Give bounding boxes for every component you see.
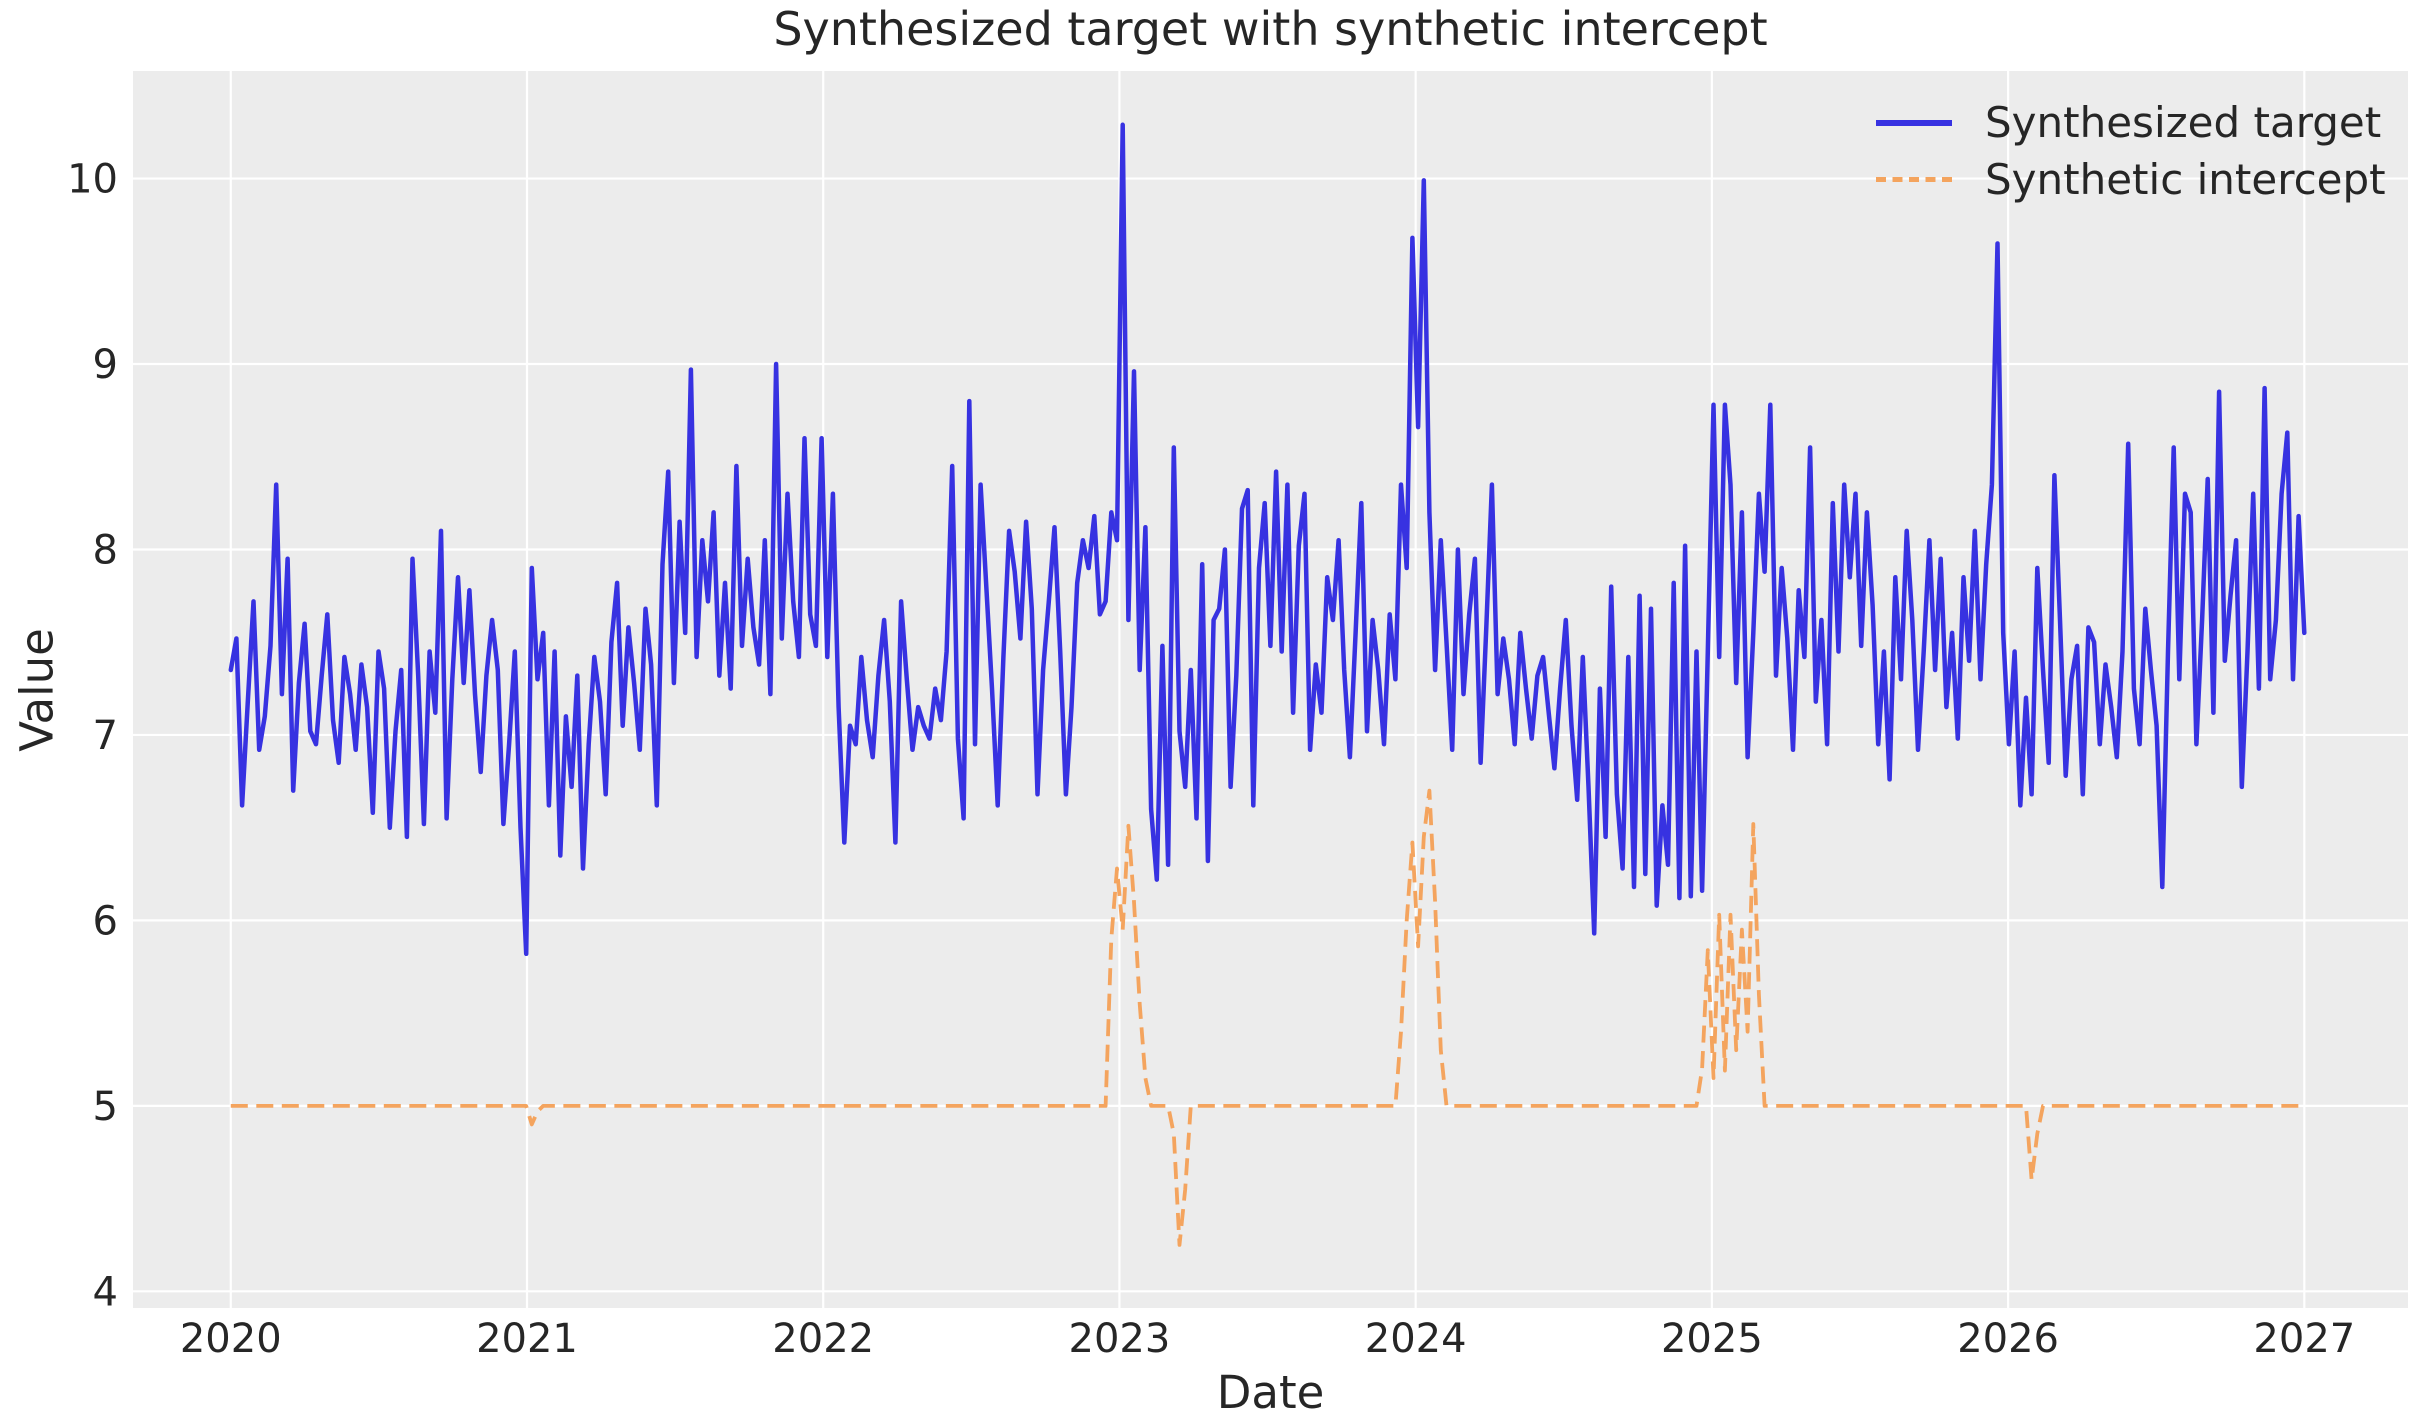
dashed-line-icon [1876, 177, 1952, 182]
chart-title: Synthesized target with synthetic interc… [773, 2, 1768, 56]
legend: Synthesized target Synthetic intercept [1876, 94, 2386, 208]
series-synthesized-target [228, 122, 2307, 957]
x-tick-label: 2027 [2253, 1316, 2355, 1362]
y-axis-label: Value [10, 628, 64, 752]
legend-label: Synthesized target [1985, 98, 2382, 147]
legend-row-synthetic-intercept: Synthetic intercept [1876, 151, 2386, 208]
y-tick-label: 5 [93, 1084, 118, 1130]
x-tick-label: 2026 [1957, 1316, 2059, 1362]
x-tick-label: 2025 [1661, 1316, 1763, 1362]
y-tick-label: 9 [93, 342, 118, 388]
y-tick-label: 6 [93, 898, 118, 944]
legend-label: Synthetic intercept [1985, 155, 2386, 204]
series-synthetic-intercept [230, 788, 2305, 1247]
x-axis-label: Date [1216, 1366, 1325, 1419]
y-tick-label: 8 [93, 527, 118, 573]
x-tick-label: 2021 [476, 1316, 578, 1362]
legend-row-synthesized-target: Synthesized target [1876, 94, 2386, 151]
y-tick-label: 4 [93, 1269, 118, 1315]
solid-line-icon [1876, 119, 1952, 126]
x-tick-label: 2020 [180, 1316, 282, 1362]
x-tick-label: 2022 [772, 1316, 874, 1362]
x-tick-label: 2023 [1069, 1316, 1171, 1362]
y-tick-label: 7 [93, 713, 118, 759]
x-tick-label: 2024 [1365, 1316, 1467, 1362]
y-tick-label: 10 [67, 157, 118, 203]
